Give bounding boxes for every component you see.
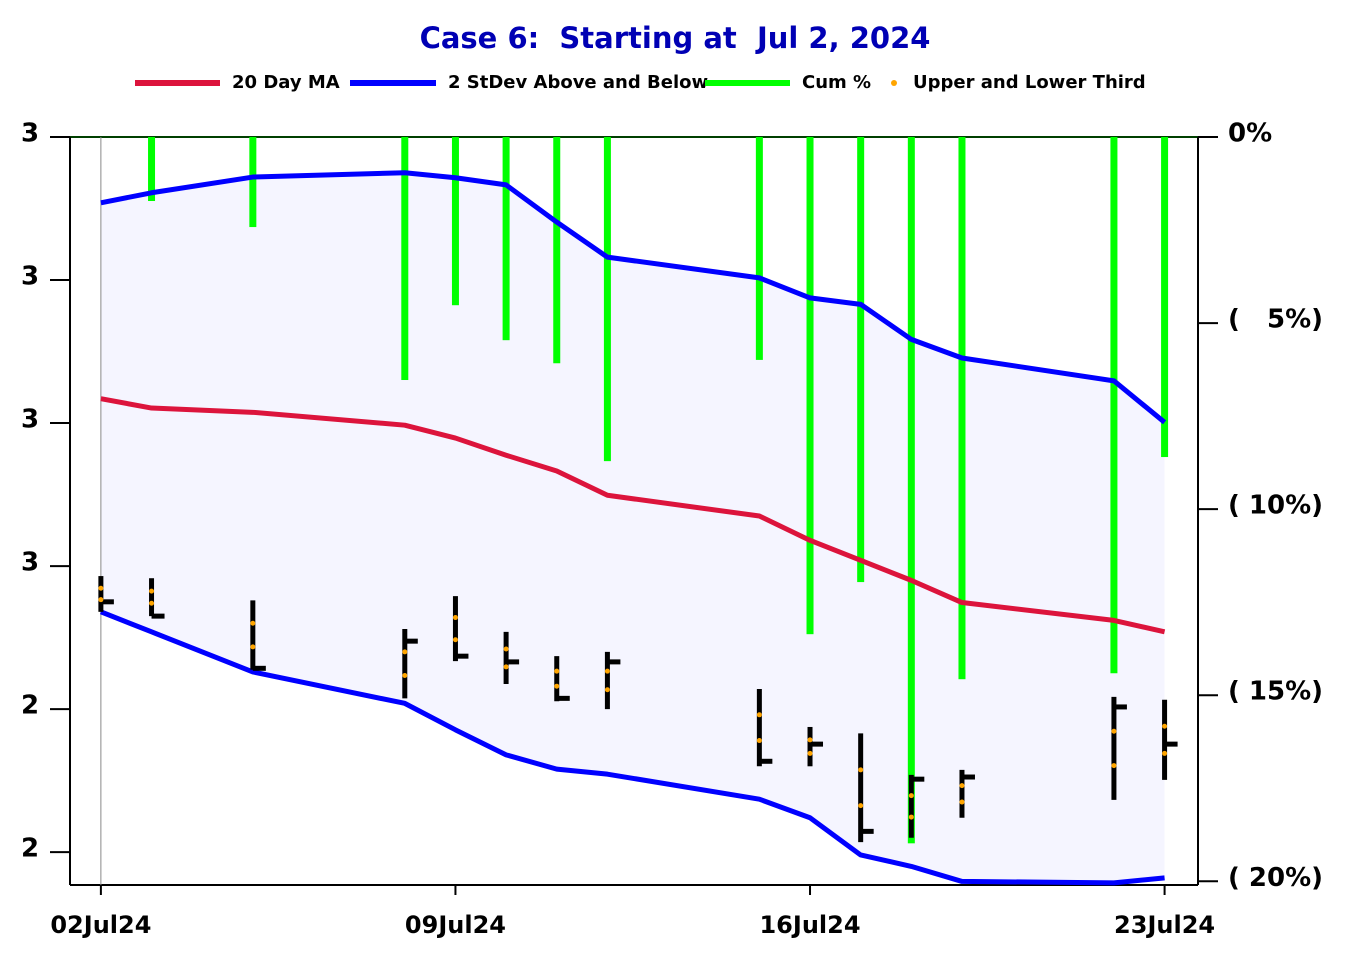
cum-bar (148, 137, 156, 202)
third-dot (98, 585, 104, 591)
third-dot (1162, 750, 1168, 756)
third-dot (402, 672, 408, 678)
y-tick-label: 2 (21, 691, 39, 721)
legend-label: 20 Day MA (232, 72, 340, 93)
cum-bar (1161, 137, 1169, 458)
y2-tick-label: 0% (1228, 119, 1272, 149)
third-dot (149, 588, 155, 594)
chart-title: Case 6: Starting at Jul 2, 2024 (420, 21, 931, 55)
third-dot (402, 649, 408, 655)
third-dot (604, 668, 610, 674)
third-dot (756, 712, 762, 718)
third-dot (604, 687, 610, 693)
x-tick-label: 02Jul24 (50, 911, 151, 939)
y-tick-label: 3 (21, 405, 39, 435)
cum-bar (806, 137, 814, 635)
cum-bar (1110, 137, 1118, 674)
third-dot (250, 644, 256, 650)
third-dot (554, 683, 560, 689)
x-tick-label: 23Jul24 (1114, 911, 1215, 939)
y-tick-label: 3 (21, 119, 39, 149)
legend-label: Upper and Lower Third (913, 72, 1146, 93)
third-dot (1162, 723, 1168, 729)
legend-swatch (891, 80, 897, 86)
third-dot (807, 750, 813, 756)
x-tick-label: 16Jul24 (759, 911, 860, 939)
legend-label: 2 StDev Above and Below (448, 72, 708, 93)
cum-bar (502, 137, 510, 341)
third-dot (959, 799, 965, 805)
y-tick-label: 2 (21, 834, 39, 864)
third-dot (503, 646, 509, 652)
third-dot (503, 664, 509, 670)
third-dot (1111, 728, 1117, 734)
third-dot (452, 615, 458, 621)
y2-tick-label: ( 20%) (1228, 863, 1323, 893)
third-dot (858, 767, 864, 773)
band-fill (100, 172, 1165, 883)
cum-bar (958, 137, 966, 680)
ma-line (100, 396, 1166, 635)
legend: 20 Day MA 2 StDev Above and Below Cum % … (135, 72, 1146, 93)
third-dot (756, 738, 762, 744)
lower-band (99, 609, 1165, 886)
cum-bar (907, 137, 915, 844)
y2-tick-label: ( 5%) (1228, 305, 1323, 335)
third-dot (908, 793, 914, 799)
cum-bar (857, 137, 865, 583)
third-dot (98, 597, 104, 603)
third-dot (554, 668, 560, 674)
third-dot (1111, 763, 1117, 769)
third-dot (452, 637, 458, 643)
x-tick-label: 09Jul24 (405, 911, 506, 939)
y-tick-label: 3 (21, 548, 39, 578)
cum-bar (451, 137, 459, 306)
third-dot (149, 600, 155, 606)
third-dot (908, 814, 914, 820)
y-tick-label: 3 (21, 262, 39, 292)
third-dot (250, 620, 256, 626)
upper-band (100, 170, 1167, 425)
cum-bar (603, 137, 611, 462)
third-dot (858, 803, 864, 809)
cum-bar (553, 137, 561, 364)
cum-bar (249, 137, 257, 228)
y2-tick-label: ( 15%) (1228, 677, 1323, 707)
cum-bar (401, 137, 409, 381)
third-dot (959, 783, 965, 789)
third-dot (807, 737, 813, 743)
legend-label: Cum % (802, 72, 871, 93)
y2-tick-label: ( 10%) (1228, 491, 1323, 521)
cum-bar (755, 137, 763, 360)
